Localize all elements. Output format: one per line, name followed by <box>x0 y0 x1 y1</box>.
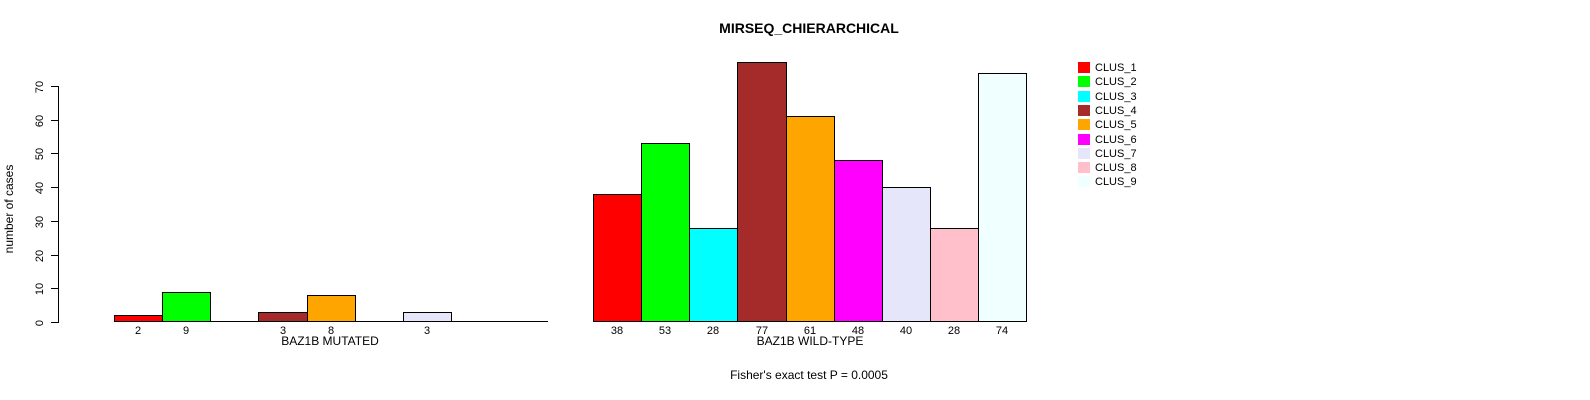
y-axis-tick <box>51 120 58 121</box>
bar-clus_5 <box>786 116 835 322</box>
fisher-test-annotation: Fisher's exact test P = 0.0005 <box>730 368 888 382</box>
y-axis-tick-label: 0 <box>34 319 46 326</box>
y-axis-tick-label: 20 <box>34 249 46 262</box>
bar-clus_5 <box>307 295 356 322</box>
bar-value-label: 74 <box>995 325 1009 337</box>
bar-clus_4 <box>737 62 787 322</box>
bar-value-label: 40 <box>899 325 913 337</box>
legend-swatch-clus_4 <box>1078 105 1090 116</box>
bar-value-label: 9 <box>182 325 190 337</box>
legend-label-clus_2: CLUS_2 <box>1095 76 1137 88</box>
legend-swatch-clus_5 <box>1078 119 1090 130</box>
legend-swatch-clus_2 <box>1078 76 1090 87</box>
y-axis-tick-label: 40 <box>34 181 46 194</box>
y-axis-line <box>58 86 59 323</box>
legend-swatch-clus_1 <box>1078 62 1090 73</box>
y-axis-tick-label: 60 <box>34 114 46 127</box>
bar-clus_7 <box>882 187 931 322</box>
bar-clus_9 <box>978 73 1027 322</box>
y-axis-tick-label: 50 <box>34 147 46 160</box>
bar-value-label: 8 <box>327 325 335 337</box>
x-axis-label-baz1b-wild-type: BAZ1B WILD-TYPE <box>756 334 864 348</box>
legend-swatch-clus_3 <box>1078 91 1090 102</box>
y-axis-tick <box>51 187 58 188</box>
bar-clus_8 <box>930 228 979 322</box>
legend-swatch-clus_6 <box>1078 134 1090 145</box>
bar-clus_2 <box>641 143 690 322</box>
y-axis-tick-label: 30 <box>34 215 46 228</box>
bar-clus_1 <box>593 194 642 322</box>
bar-clus_2 <box>162 292 211 322</box>
bar-value-label: 61 <box>803 325 817 337</box>
legend-label-clus_4: CLUS_4 <box>1095 105 1137 117</box>
bar-clus_4 <box>258 312 308 322</box>
bar-value-label: 3 <box>423 325 431 337</box>
y-axis-tick <box>51 86 58 87</box>
legend-swatch-clus_8 <box>1078 162 1090 173</box>
bar-value-label: 77 <box>755 325 769 337</box>
y-axis-tick-label: 70 <box>34 80 46 93</box>
y-axis-tick <box>51 221 58 222</box>
legend-label-clus_3: CLUS_3 <box>1095 91 1137 103</box>
x-axis-label-baz1b-mutated: BAZ1B MUTATED <box>281 334 379 348</box>
bar-value-label: 53 <box>658 325 672 337</box>
legend-swatch-clus_9 <box>1078 176 1090 187</box>
legend-swatch-clus_7 <box>1078 148 1090 159</box>
bar-clus_3 <box>689 228 738 322</box>
y-axis-tick <box>51 255 58 256</box>
bar-clus_1 <box>114 315 163 322</box>
legend-label-clus_5: CLUS_5 <box>1095 119 1137 131</box>
legend-label-clus_1: CLUS_1 <box>1095 62 1137 74</box>
bar-value-label: 28 <box>706 325 720 337</box>
legend-label-clus_7: CLUS_7 <box>1095 148 1137 160</box>
y-axis-tick <box>51 322 58 323</box>
bar-clus_6 <box>834 160 883 322</box>
y-axis-tick <box>51 153 58 154</box>
bar-value-label: 28 <box>947 325 961 337</box>
y-axis-tick-label: 10 <box>34 282 46 295</box>
legend-label-clus_6: CLUS_6 <box>1095 134 1137 146</box>
y-axis-tick <box>51 288 58 289</box>
bar-clus_7 <box>403 312 452 322</box>
chart-title: MIRSEQ_CHIERARCHICAL <box>719 20 899 36</box>
bar-value-label: 2 <box>134 325 142 337</box>
bar-value-label: 3 <box>279 325 287 337</box>
legend-label-clus_8: CLUS_8 <box>1095 162 1137 174</box>
bar-value-label: 48 <box>851 325 865 337</box>
y-axis-label: number of cases <box>2 164 16 254</box>
legend-label-clus_9: CLUS_9 <box>1095 176 1137 188</box>
bar-value-label: 38 <box>610 325 624 337</box>
